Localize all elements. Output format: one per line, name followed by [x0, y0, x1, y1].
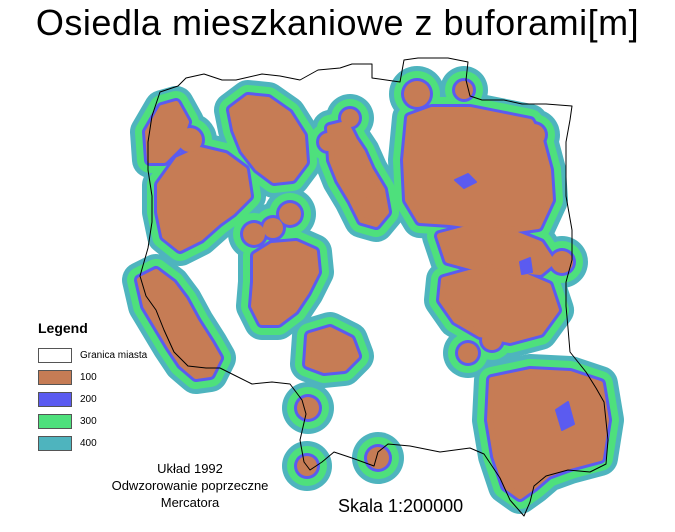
legend-swatch-300 — [38, 413, 72, 429]
legend-swatch-200 — [38, 391, 72, 407]
buffer-100-zone — [487, 369, 609, 499]
legend-label-300: 300 — [80, 415, 97, 427]
legend-title: Legend — [38, 320, 88, 336]
buffer-100-zone — [404, 81, 430, 107]
projection-line-2: Odwzorowanie poprzeczne — [111, 478, 269, 493]
buffer-100-zone — [367, 447, 389, 469]
legend-item-city-boundary: Granica miasta — [38, 344, 147, 366]
buffer-100-zone — [229, 95, 307, 183]
legend-item-200: 200 — [38, 388, 147, 410]
map-title: Osiedla mieszkaniowe z buforami[m] — [35, 2, 640, 43]
legend-item-400: 400 — [38, 432, 147, 454]
buffer-100-zone — [482, 330, 502, 350]
buffer-100-layer — [137, 81, 609, 499]
projection-line-3: Mercatora — [160, 495, 220, 510]
buffer-100-zone — [362, 196, 382, 216]
legend-label-100: 100 — [80, 371, 97, 383]
legend-label-400: 400 — [80, 437, 97, 449]
buffer-100-zone — [458, 343, 478, 363]
buffer-100-zone — [439, 267, 559, 343]
buffer-100-zone — [178, 128, 202, 152]
buffer-100-zone — [319, 133, 337, 151]
legend-item-100: 100 — [38, 366, 147, 388]
buffer-100-zone — [137, 269, 221, 379]
buffer-100-zone — [403, 107, 553, 233]
buffer-100-zone — [341, 109, 359, 127]
inner-water-feature — [454, 173, 477, 189]
buffer-100-zone — [157, 147, 251, 251]
projection-line-1: Układ 1992 — [157, 461, 223, 476]
legend-swatch-100 — [38, 369, 72, 385]
buffer-100-zone — [305, 327, 359, 373]
projection-info: Układ 1992 Odwzorowanie poprzeczne Merca… — [70, 460, 310, 511]
inner-water-feature — [555, 401, 575, 431]
legend-swatch-400 — [38, 435, 72, 451]
scale-label: Skala 1:200000 — [338, 496, 464, 516]
legend: Legend Granica miasta 100 200 300 400 — [38, 320, 147, 454]
legend-label-city-boundary: Granica miasta — [80, 349, 148, 361]
buffer-100-zone — [297, 397, 319, 419]
buffer-100-zone — [243, 223, 265, 245]
buffer-100-zone — [263, 218, 283, 238]
buffer-100-zone — [523, 124, 545, 146]
buffer-100-zone — [279, 203, 301, 225]
city-boundary — [139, 57, 609, 517]
legend-item-300: 300 — [38, 410, 147, 432]
buffer-100-zone — [551, 251, 573, 273]
legend-label-200: 200 — [80, 393, 97, 405]
buffer-100-zone — [455, 81, 473, 99]
inner-water-feature — [519, 257, 533, 275]
buffer-100-zone — [251, 241, 319, 325]
legend-swatch-city-boundary — [38, 347, 72, 363]
